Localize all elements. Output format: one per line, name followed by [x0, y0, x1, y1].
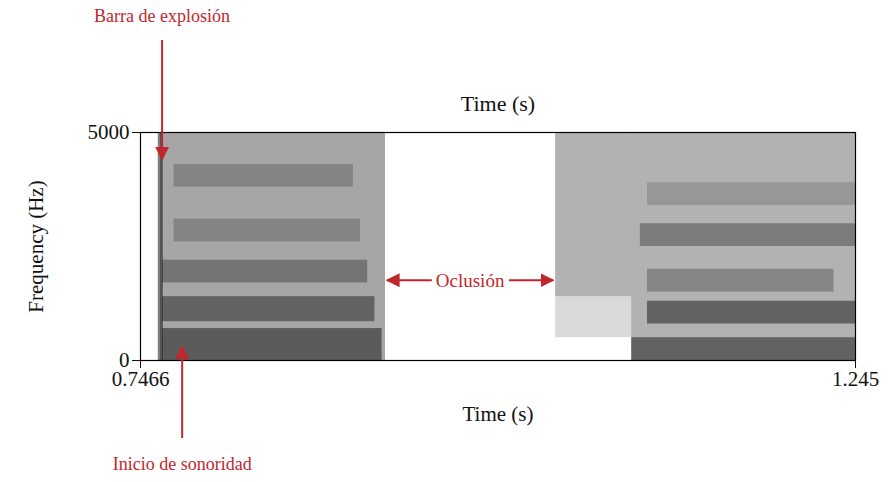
- svg-text:0.7466: 0.7466: [112, 367, 170, 391]
- svg-text:5000: 5000: [88, 120, 130, 144]
- svg-text:Time (s): Time (s): [463, 402, 534, 426]
- svg-text:Barra de explosión: Barra de explosión: [94, 6, 230, 26]
- svg-text:Inicio de sonoridad: Inicio de sonoridad: [113, 454, 252, 474]
- svg-text:Time (s): Time (s): [461, 91, 535, 116]
- svg-text:1.245: 1.245: [832, 367, 879, 391]
- svg-text:Frequency (Hz): Frequency (Hz): [24, 180, 48, 312]
- svg-text:0: 0: [119, 348, 130, 373]
- svg-text:Oclusión: Oclusión: [436, 270, 505, 291]
